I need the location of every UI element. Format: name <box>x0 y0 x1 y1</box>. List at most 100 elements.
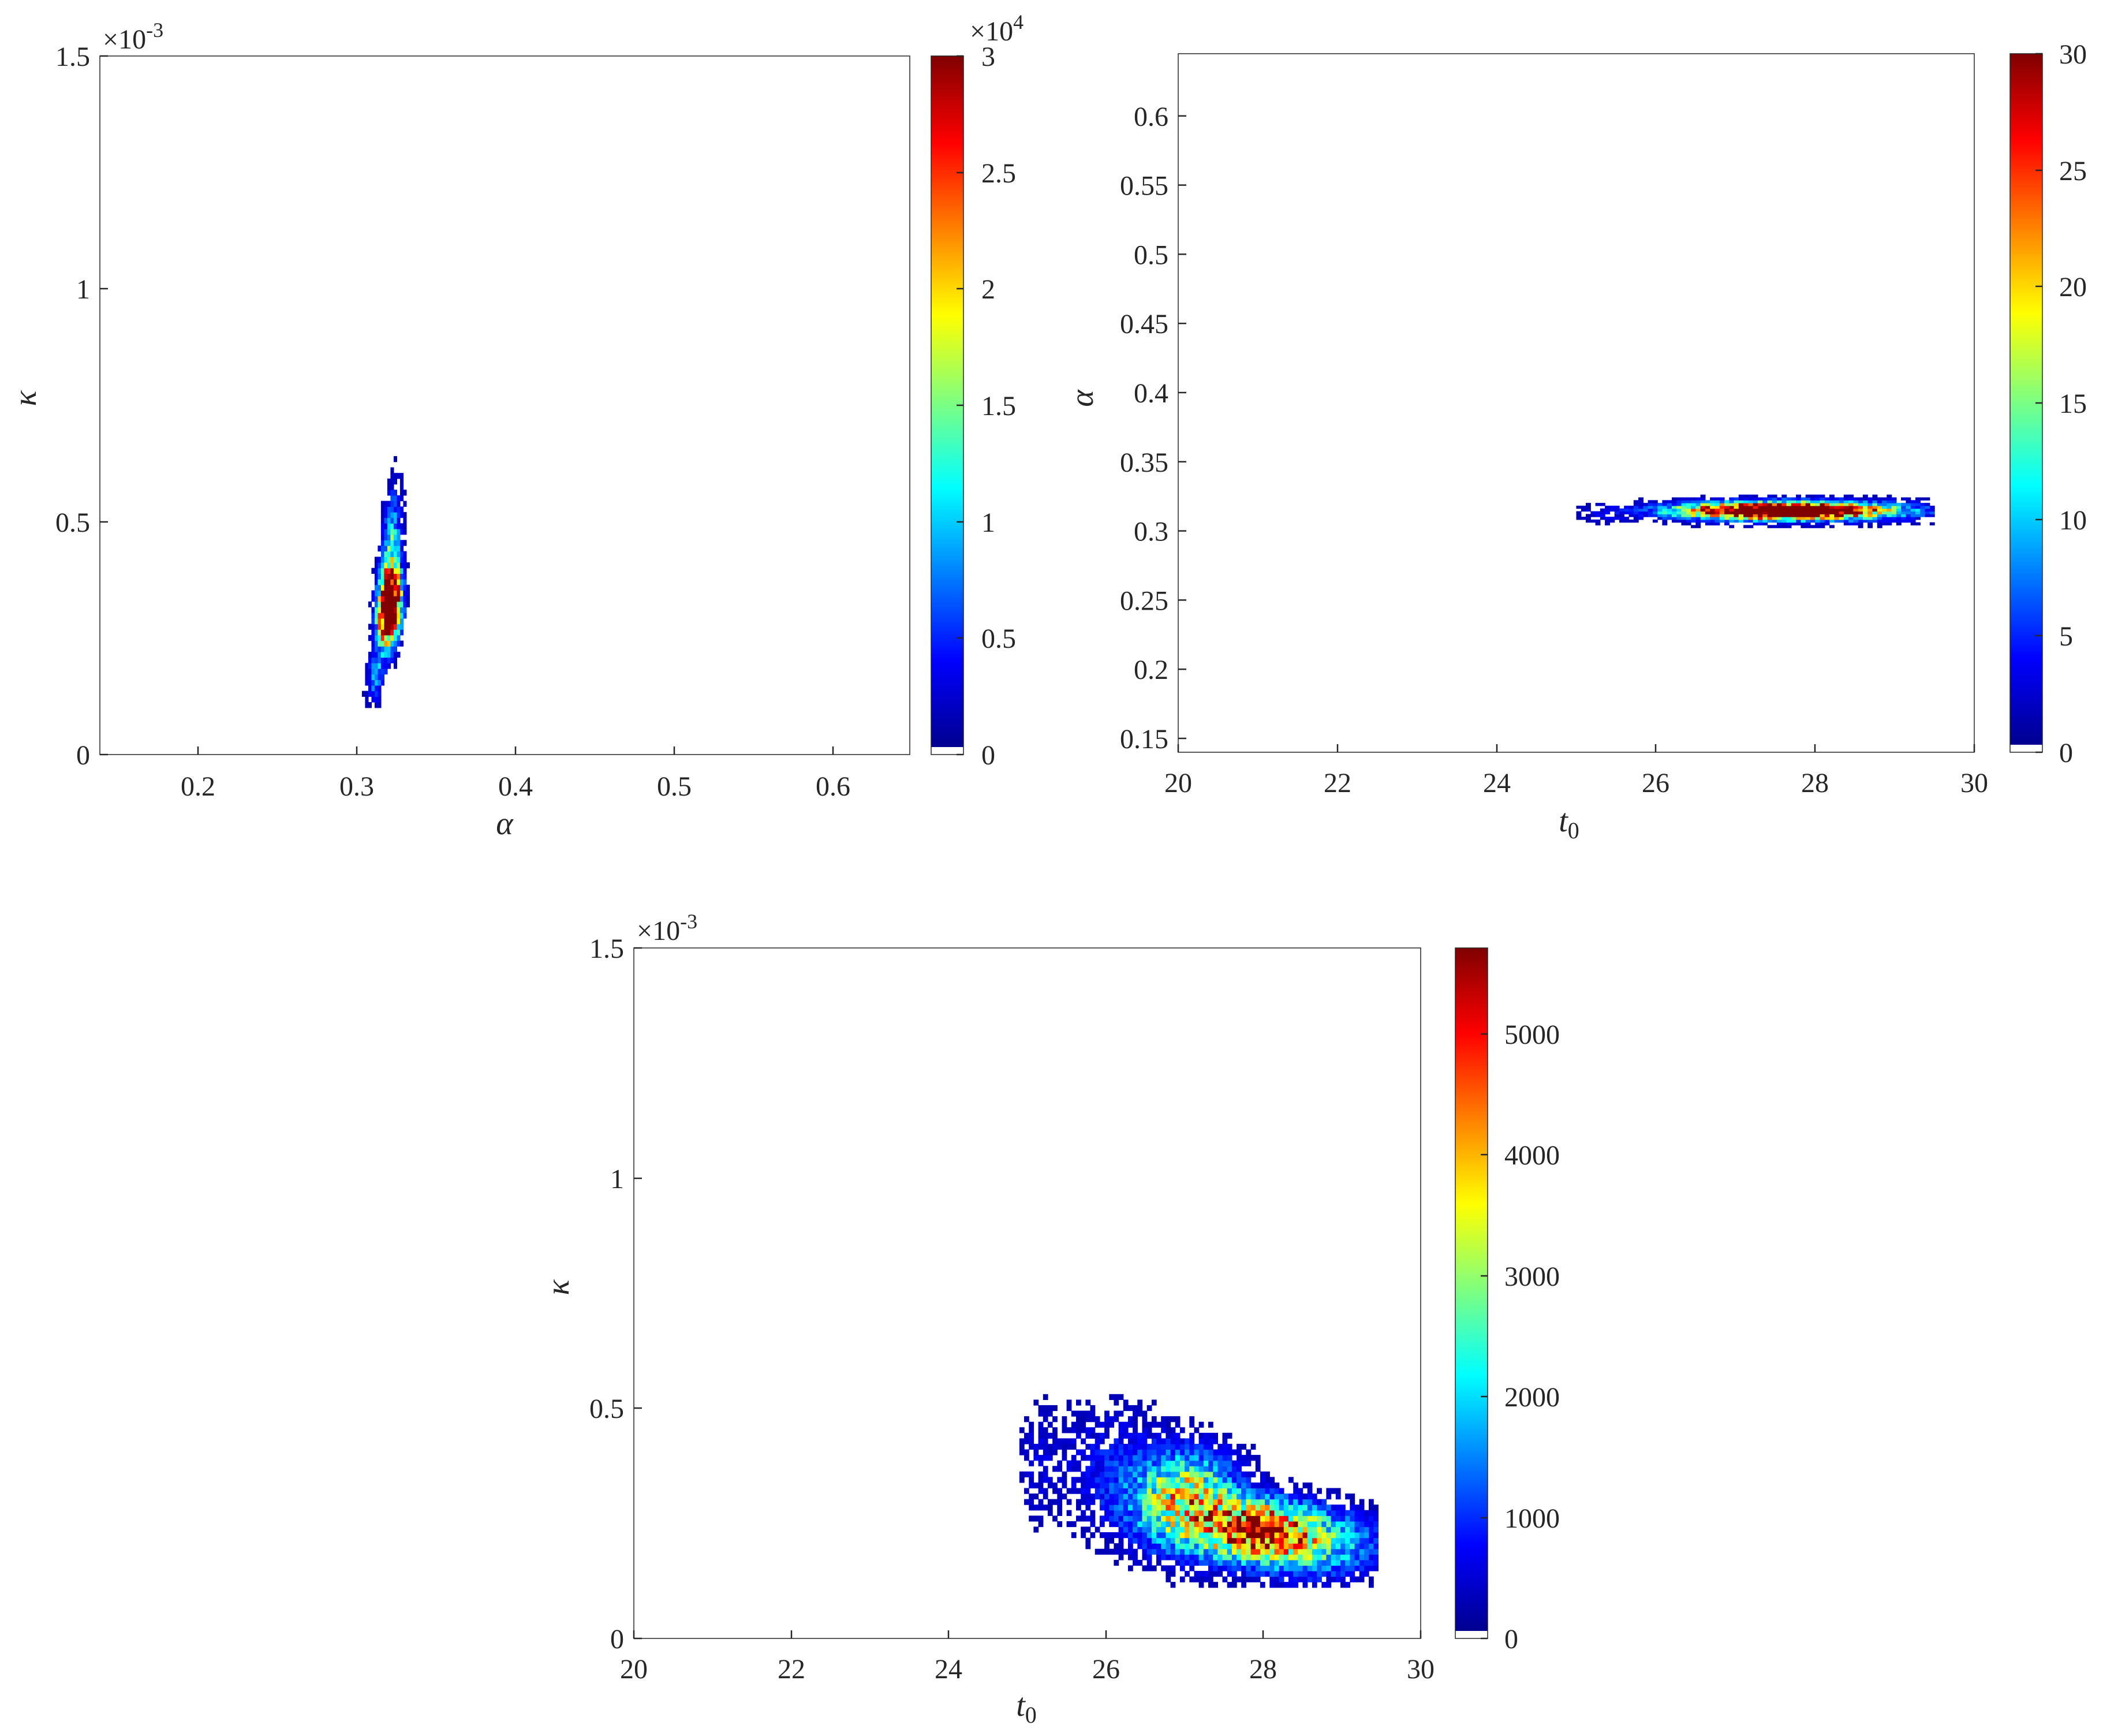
heatmap-cell <box>1326 1548 1332 1555</box>
heatmap-cell <box>374 702 378 708</box>
heatmap-cell <box>1175 1559 1181 1566</box>
heatmap-cell <box>390 634 394 641</box>
heatmap-cell <box>1062 1477 1067 1483</box>
heatmap-cell <box>390 618 394 625</box>
heatmap-cell <box>1662 517 1668 520</box>
heatmap-cell <box>1161 1504 1166 1511</box>
heatmap-cell <box>1307 1559 1313 1566</box>
heatmap-cell <box>1906 519 1911 523</box>
heatmap-cell <box>1354 1548 1360 1555</box>
heatmap-cell <box>1302 1482 1308 1489</box>
heatmap-cell <box>384 634 388 641</box>
colorbar-gradient <box>2010 54 2042 745</box>
heatmap-cell <box>1166 1449 1171 1455</box>
heatmap-cell <box>390 568 394 574</box>
heatmap-cell <box>1194 1510 1200 1516</box>
heatmap-cell <box>1166 1466 1171 1472</box>
heatmap-cell <box>1743 494 1749 498</box>
heatmap-cell <box>1340 1554 1346 1560</box>
heatmap-cell <box>1887 514 1892 517</box>
heatmap-cell <box>1691 508 1696 512</box>
heatmap-cell <box>1146 1460 1152 1466</box>
heatmap-cell <box>1872 505 1878 509</box>
heatmap-cell <box>1882 508 1887 512</box>
heatmap-cell <box>397 568 401 574</box>
heatmap-cell <box>1738 503 1744 506</box>
heatmap-cell <box>1222 1521 1228 1528</box>
heatmap-cell <box>1628 511 1634 514</box>
heatmap-cell <box>1208 1455 1213 1461</box>
heatmap-cell <box>1293 1521 1298 1528</box>
y-tick-label: 0.5 <box>589 1394 624 1424</box>
heatmap-cell <box>1198 1499 1204 1505</box>
heatmap-cell <box>1345 1571 1350 1577</box>
heatmap-cell <box>393 646 397 652</box>
heatmap-cell <box>1038 1477 1044 1483</box>
heatmap-cell <box>1791 522 1796 526</box>
heatmap-cell <box>1724 514 1730 517</box>
heatmap-cell <box>1724 505 1730 509</box>
heatmap-cell <box>1335 1543 1341 1550</box>
x-tick-label: 20 <box>1164 768 1192 798</box>
heatmap-cell <box>1133 1438 1138 1444</box>
heatmap-cell <box>1085 1466 1091 1472</box>
heatmap-cell <box>1208 1543 1213 1550</box>
heatmap-cell <box>1279 1532 1284 1539</box>
heatmap-cell <box>1853 500 1859 503</box>
heatmap-cell <box>1772 497 1777 501</box>
heatmap-cell <box>371 629 375 636</box>
heatmap-cell <box>1175 1471 1181 1477</box>
heatmap-cell <box>1298 1576 1303 1582</box>
heatmap-cell <box>1700 494 1706 498</box>
heatmap-cell <box>1862 514 1868 517</box>
heatmap-cell <box>1038 1438 1044 1444</box>
heatmap-cell <box>378 657 382 663</box>
heatmap-cell <box>1128 1466 1133 1472</box>
heatmap-cell <box>368 657 372 663</box>
heatmap-cell <box>1321 1515 1327 1522</box>
heatmap-cell <box>1662 514 1668 517</box>
heatmap-cell <box>1066 1399 1072 1406</box>
heatmap-cell <box>1179 1543 1185 1550</box>
heatmap-cell <box>1222 1488 1228 1494</box>
heatmap-cell <box>1118 1432 1124 1439</box>
heatmap-cell <box>1194 1576 1200 1582</box>
heatmap-cell <box>390 601 394 608</box>
heatmap-cell <box>1085 1477 1091 1483</box>
heatmap-cell <box>1269 1559 1275 1566</box>
heatmap-cell <box>1118 1460 1124 1466</box>
heatmap-cell <box>1222 1499 1228 1505</box>
heatmap-cell <box>1166 1537 1171 1544</box>
heatmap-cell <box>1198 1543 1204 1550</box>
heatmap-cell <box>1161 1554 1166 1560</box>
heatmap-cell <box>1676 514 1682 517</box>
heatmap-cell <box>1762 514 1768 517</box>
y-tick-label: 0.55 <box>1120 171 1168 201</box>
heatmap-cell <box>1274 1576 1280 1582</box>
heatmap-cell <box>1066 1405 1072 1412</box>
heatmap-cell <box>1757 519 1763 523</box>
heatmap-cell <box>1858 503 1863 506</box>
heatmap-cell <box>1123 1455 1129 1461</box>
heatmap-cell <box>1175 1548 1181 1555</box>
heatmap-cell <box>1772 500 1777 503</box>
heatmap-cell <box>380 618 384 625</box>
heatmap-cell <box>378 629 382 636</box>
heatmap-cell <box>1118 1499 1124 1505</box>
heatmap-cell <box>1151 1548 1157 1555</box>
heatmap-cell <box>1198 1460 1204 1466</box>
heatmap-cell <box>1345 1554 1350 1560</box>
heatmap-cell <box>1170 1443 1176 1450</box>
heatmap-cell <box>1133 1466 1138 1472</box>
heatmap-cell <box>1081 1416 1086 1423</box>
heatmap-cell <box>1274 1548 1280 1555</box>
heatmap-cell <box>1128 1499 1133 1505</box>
heatmap-cell <box>1095 1438 1100 1444</box>
heatmap-cell <box>1882 514 1887 517</box>
heatmap-cell <box>368 685 372 692</box>
heatmap-cell <box>387 562 391 569</box>
heatmap-cell <box>1293 1488 1298 1494</box>
heatmap-cell <box>1605 505 1610 509</box>
heatmap-cell <box>403 512 407 518</box>
heatmap-cell <box>371 568 375 574</box>
